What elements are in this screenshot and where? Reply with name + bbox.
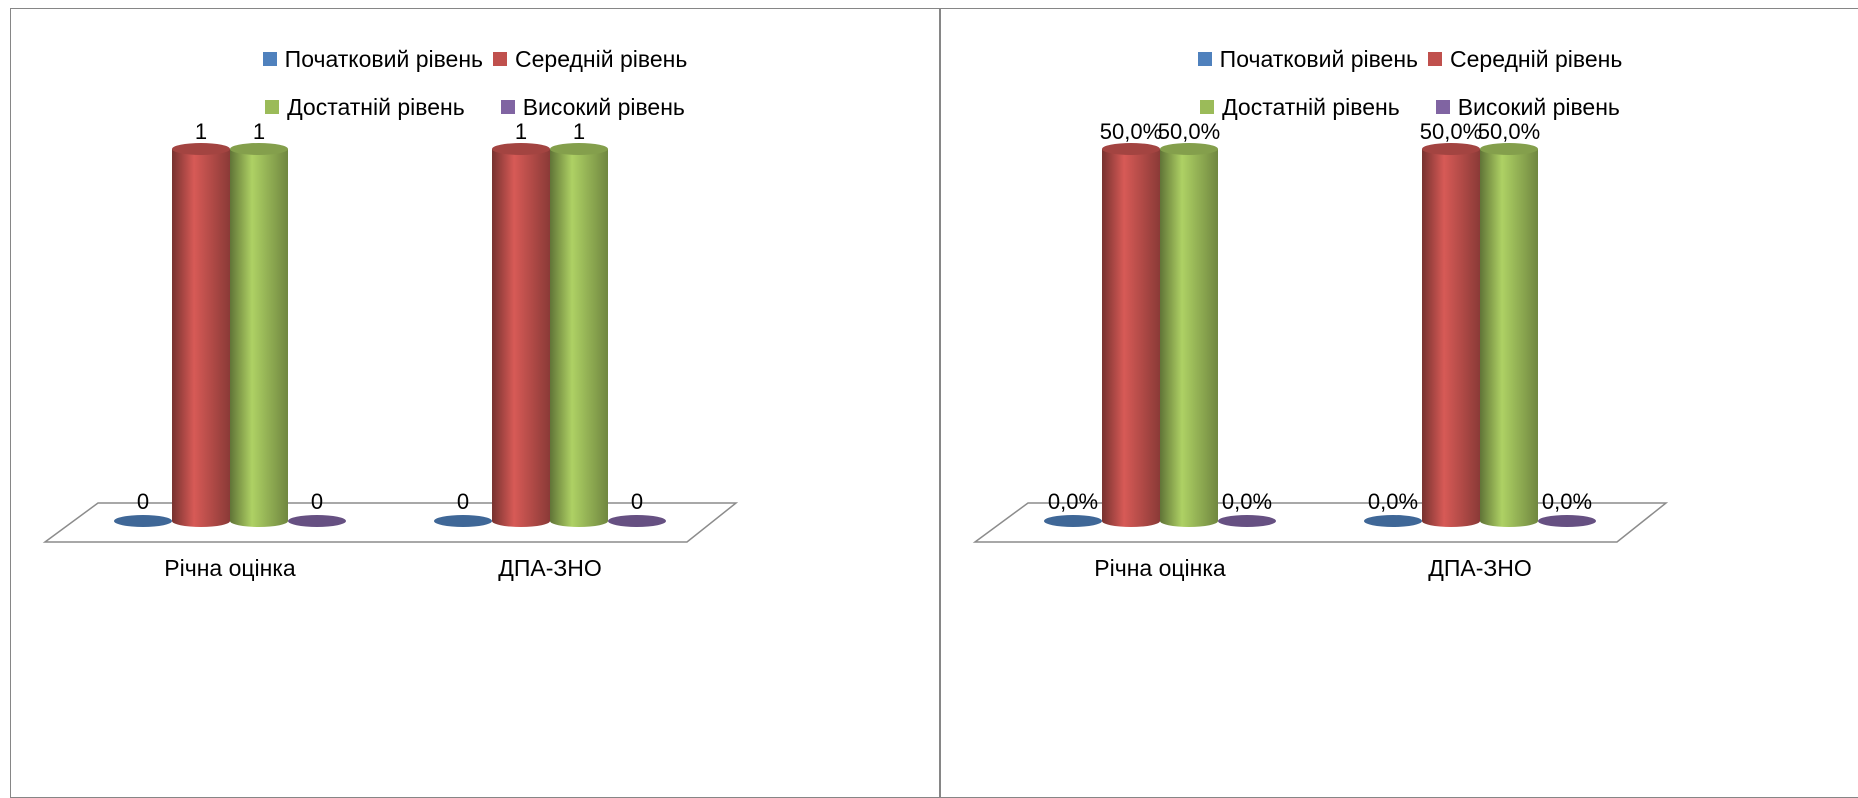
data-label: 1 [573, 119, 585, 144]
data-label: 0,0% [1368, 489, 1418, 514]
data-label: 0 [311, 489, 323, 514]
chart-plot: 0,0%50,0%50,0%0,0%Річна оцінка0,0%50,0%5… [972, 119, 1669, 581]
data-label: 0 [631, 489, 643, 514]
legend-item-initial: Початковий рівень [262, 43, 483, 75]
data-label: 50,0% [1478, 119, 1540, 144]
bar-cylinder [172, 149, 230, 527]
bar-zero-disk [1218, 515, 1276, 527]
data-label: 50,0% [1420, 119, 1482, 144]
bar-cylinder-top [172, 143, 230, 155]
chart-panel-counts: Початковий рівень Середній рівень Достат… [10, 8, 940, 798]
bar-zero-disk [608, 515, 666, 527]
bar-zero-disk [1364, 515, 1422, 527]
category-label: Річна оцінка [164, 555, 296, 581]
category-label: ДПА-ЗНО [1428, 555, 1532, 581]
bar-cylinder-top [1480, 143, 1538, 155]
legend-swatch [1197, 52, 1212, 66]
bar-cylinder-top [550, 143, 608, 155]
data-label: 0,0% [1542, 489, 1592, 514]
data-label: 50,0% [1100, 119, 1162, 144]
chart-plot: 0 1 1 0 Річна оцінка 0 1 1 0 ДПА-ЗНО [42, 119, 739, 581]
bar-cylinder-top [1160, 143, 1218, 155]
data-label: 1 [515, 119, 527, 144]
data-label: 0,0% [1048, 489, 1098, 514]
bar-cylinder-top [1422, 143, 1480, 155]
legend-item-high: Високий рівень [500, 91, 685, 123]
bar-zero-disk [434, 515, 492, 527]
legend-swatch [1200, 100, 1215, 114]
data-label: 50,0% [1158, 119, 1220, 144]
legend-item-average: Середній рівень [493, 43, 687, 75]
category-label: Річна оцінка [1094, 555, 1226, 581]
legend-swatch [1428, 52, 1443, 66]
chart-panel-percent: Початковий рівень Середній рівень Достат… [940, 8, 1858, 798]
legend-swatch [500, 100, 515, 114]
data-label: 0 [457, 489, 469, 514]
bar-cylinder-top [1102, 143, 1160, 155]
category-label: ДПА-ЗНО [498, 555, 602, 581]
bar-cylinder-top [492, 143, 550, 155]
bar-zero-disk [1044, 515, 1102, 527]
bar-cylinder [230, 149, 288, 527]
legend-swatch [1435, 100, 1450, 114]
bar-cylinder [1102, 149, 1160, 527]
bar-zero-disk [1538, 515, 1596, 527]
legend-swatch [493, 52, 508, 66]
data-label: 0 [137, 489, 149, 514]
legend-swatch [262, 52, 277, 66]
bar-cylinder [492, 149, 550, 527]
data-label: 1 [253, 119, 265, 144]
bar-zero-disk [114, 515, 172, 527]
bar-cylinder [550, 149, 608, 527]
bar-zero-disk [288, 515, 346, 527]
legend-item-sufficient: Достатній рівень [1200, 91, 1400, 123]
legend-item-sufficient: Достатній рівень [265, 91, 465, 123]
bar-cylinder [1422, 149, 1480, 527]
legend-item-high: Високий рівень [1435, 91, 1620, 123]
legend-item-average: Середній рівень [1428, 43, 1622, 75]
bar-cylinder [1480, 149, 1538, 527]
legend-item-initial: Початковий рівень [1197, 43, 1418, 75]
legend-swatch [265, 100, 280, 114]
data-label: 1 [195, 119, 207, 144]
data-label: 0,0% [1222, 489, 1272, 514]
bar-cylinder-top [230, 143, 288, 155]
bar-cylinder [1160, 149, 1218, 527]
